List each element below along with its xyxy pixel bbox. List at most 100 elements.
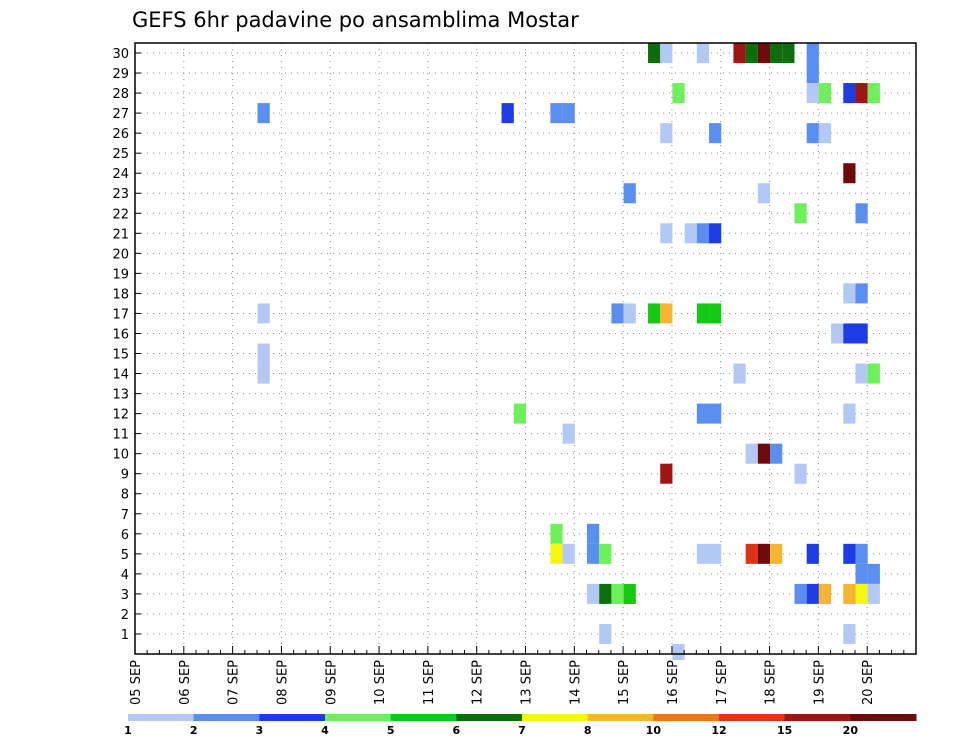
data-cell: [684, 223, 697, 244]
x-tick-label: 17 SEP: [715, 660, 730, 705]
legend-swatch: [850, 714, 917, 721]
data-cell: [562, 543, 575, 564]
data-cell: [623, 183, 636, 204]
plot-grid: [135, 43, 916, 654]
legend-label: 6: [453, 724, 461, 737]
data-cell: [855, 563, 868, 584]
legend-swatch: [587, 714, 654, 721]
data-cell: [818, 83, 832, 104]
y-tick-label: 30: [112, 47, 129, 62]
data-cell: [867, 563, 880, 584]
data-cell: [587, 543, 600, 564]
y-tick-label: 4: [121, 568, 129, 583]
y-tick-label: 22: [112, 207, 129, 222]
data-cell: [562, 423, 575, 444]
legend-label: 12: [711, 724, 726, 737]
y-tick-label: 5: [121, 548, 129, 563]
plot-frame: [134, 42, 917, 655]
legend-swatch: [784, 714, 851, 721]
data-cell: [550, 543, 563, 564]
data-cell: [257, 363, 270, 384]
y-tick-label: 6: [121, 528, 129, 543]
legend-swatch: [719, 714, 786, 721]
data-cell: [806, 543, 819, 564]
color-legend: 1 2 3 4 5 6 7 8 10 12 15 20: [124, 714, 917, 737]
y-tick-label: 17: [112, 307, 129, 322]
data-cell: [745, 43, 758, 64]
data-cell: [770, 43, 783, 64]
y-tick-label: 9: [121, 468, 129, 483]
legend-swatch: [390, 714, 457, 721]
y-tick-label: 29: [112, 67, 129, 82]
data-cell: [794, 463, 807, 484]
y-tick-label: 19: [112, 267, 129, 282]
data-cell: [757, 43, 771, 64]
data-cell: [855, 203, 868, 224]
data-cell: [806, 43, 819, 64]
data-cell: [709, 543, 722, 564]
x-tick-label: 20 SEP: [861, 660, 876, 705]
x-tick-label: 08 SEP: [275, 660, 290, 705]
legend-swatch: [193, 714, 260, 721]
data-cell: [855, 543, 868, 564]
data-cell: [672, 83, 685, 104]
data-cell: [794, 583, 807, 604]
legend-label: 4: [321, 724, 329, 737]
data-cell: [599, 583, 612, 604]
x-tick-label: 19 SEP: [812, 660, 827, 705]
data-cell: [513, 403, 526, 424]
data-cell: [660, 123, 673, 144]
data-cell: [709, 223, 722, 244]
plot-cells: [257, 43, 880, 660]
x-tick-label: 10 SEP: [373, 660, 388, 705]
legend-label: 15: [777, 724, 792, 737]
y-tick-label: 28: [112, 87, 129, 102]
y-tick-label: 24: [112, 167, 129, 182]
y-tick-label: 10: [112, 448, 129, 463]
data-cell: [855, 583, 868, 604]
data-cell: [648, 303, 661, 324]
x-tick-label: 14 SEP: [568, 660, 583, 705]
legend-swatch: [128, 714, 195, 721]
data-cell: [733, 363, 746, 384]
data-cell: [660, 43, 673, 64]
data-cell: [660, 463, 673, 484]
data-cell: [745, 543, 758, 564]
data-cell: [855, 323, 868, 344]
data-cell: [818, 123, 832, 144]
data-cell: [696, 543, 710, 564]
x-tick-label: 09 SEP: [324, 660, 339, 705]
data-cell: [696, 223, 710, 244]
data-cell: [855, 363, 868, 384]
x-tick-label: 11 SEP: [422, 660, 437, 705]
data-cell: [257, 343, 270, 364]
legend-label: 2: [190, 724, 198, 737]
data-cell: [867, 583, 880, 604]
chart-title: GEFS 6hr padavine po ansamblima Mostar: [132, 8, 579, 32]
legend-label: 3: [256, 724, 264, 737]
y-tick-label: 25: [112, 147, 129, 162]
data-cell: [843, 623, 856, 644]
data-cell: [757, 443, 771, 464]
data-cell: [672, 643, 685, 660]
data-cell: [843, 583, 856, 604]
y-axis: 1234567891011121314151617181920212223242…: [112, 47, 141, 643]
data-cell: [806, 83, 819, 104]
data-cell: [562, 103, 575, 124]
data-cell: [794, 203, 807, 224]
data-cell: [757, 183, 771, 204]
data-cell: [696, 403, 710, 424]
data-cell: [257, 103, 270, 124]
y-tick-label: 1: [121, 628, 129, 643]
data-cell: [696, 43, 710, 64]
y-tick-label: 21: [112, 227, 129, 242]
legend-swatch: [325, 714, 392, 721]
data-cell: [843, 543, 856, 564]
data-cell: [611, 583, 624, 604]
y-tick-label: 23: [112, 187, 129, 202]
y-tick-label: 18: [112, 287, 129, 302]
data-cell: [587, 583, 600, 604]
y-tick-label: 26: [112, 127, 129, 142]
data-cell: [709, 403, 722, 424]
data-cell: [806, 63, 819, 84]
